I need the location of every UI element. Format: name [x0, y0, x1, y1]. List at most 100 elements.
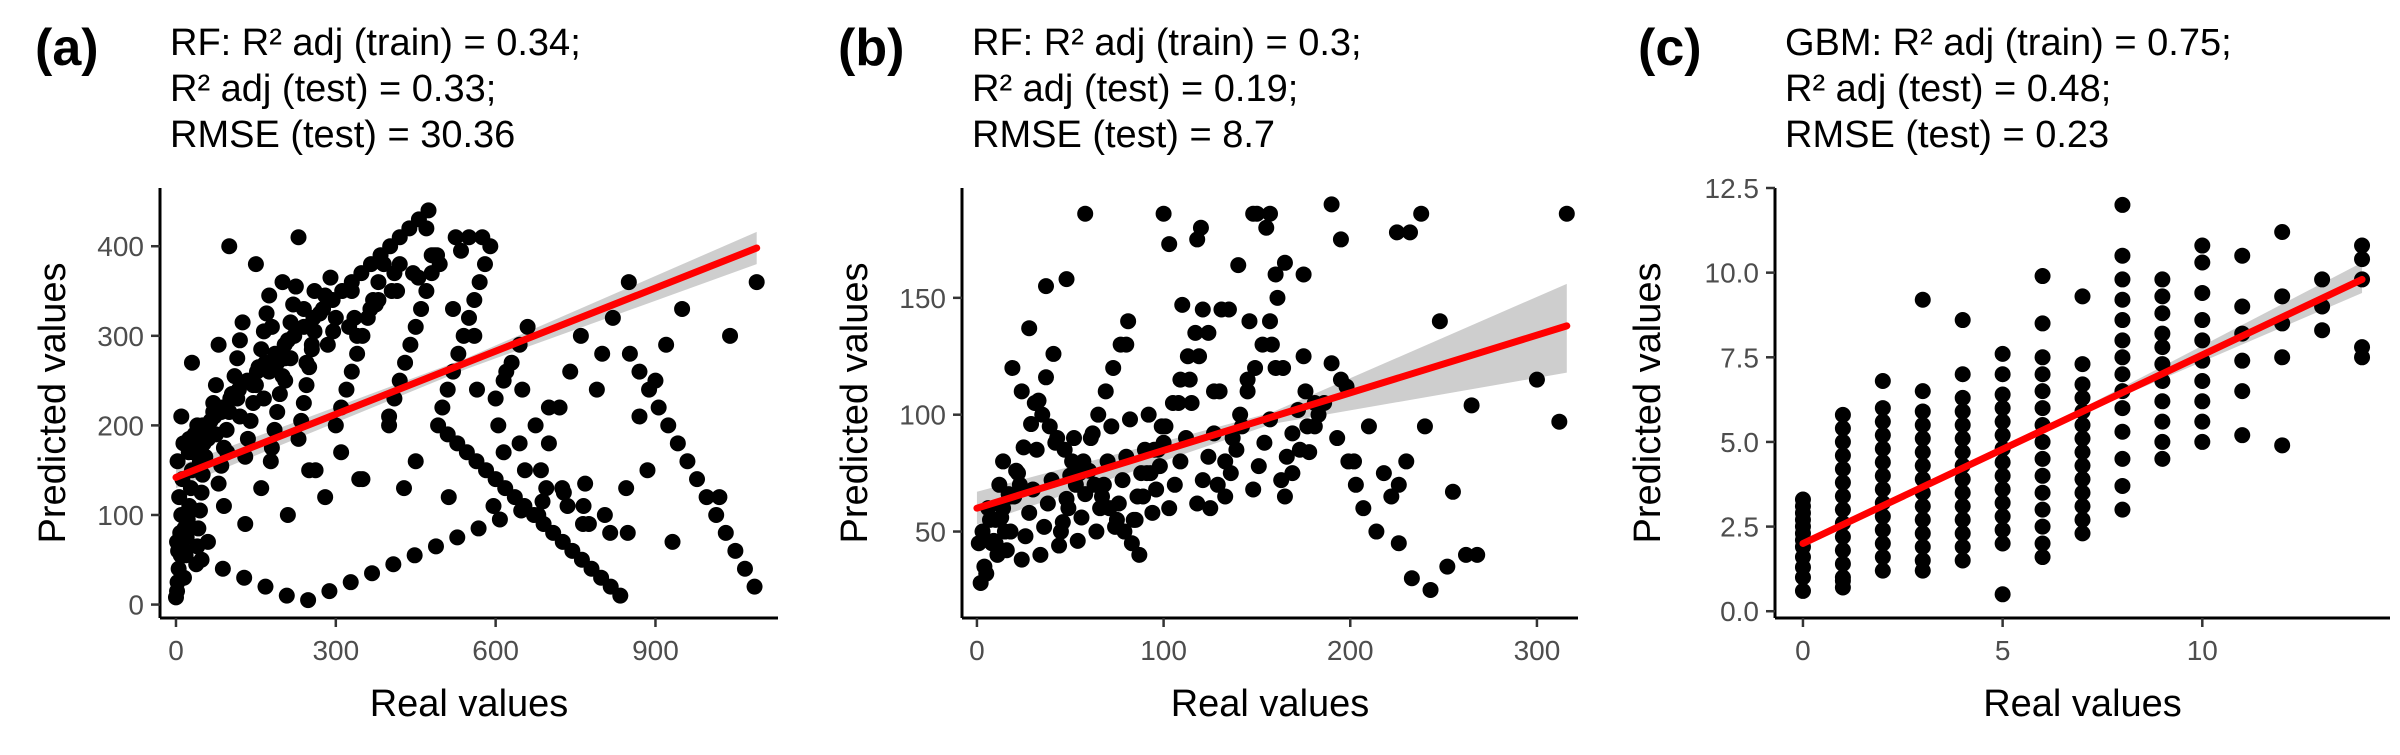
data-point — [2154, 288, 2171, 305]
data-point — [1194, 472, 1211, 489]
data-point — [577, 475, 594, 492]
data-point — [471, 274, 488, 291]
data-point — [1103, 418, 1120, 435]
data-point — [2194, 433, 2211, 450]
data-point — [555, 484, 572, 501]
data-point — [1217, 453, 1234, 470]
data-point — [290, 430, 307, 447]
data-point — [193, 484, 210, 501]
data-point — [322, 269, 339, 286]
x-axis-label: Real values — [1171, 683, 1370, 725]
data-point — [1834, 447, 1851, 464]
data-point — [282, 314, 299, 331]
data-point — [1174, 296, 1191, 313]
data-point — [2034, 484, 2051, 501]
data-point — [1284, 465, 1301, 482]
data-point — [513, 502, 530, 519]
data-point — [1049, 430, 1066, 447]
data-point — [307, 462, 324, 479]
data-point — [2034, 349, 2051, 366]
data-point — [1209, 476, 1226, 493]
data-point — [1551, 413, 1568, 430]
data-point — [2034, 366, 2051, 383]
y-axis-label: Predicted values — [1627, 263, 1669, 544]
data-point — [2074, 389, 2091, 406]
data-point — [1994, 467, 2011, 484]
data-point — [1094, 488, 1110, 505]
data-point — [333, 444, 350, 461]
data-point — [575, 515, 592, 532]
data-point — [2194, 332, 2211, 349]
data-point — [1179, 348, 1196, 365]
data-point — [2354, 251, 2371, 268]
data-point — [1994, 400, 2011, 417]
data-point — [1874, 427, 1891, 444]
data-point — [427, 538, 444, 555]
data-point — [1250, 458, 1267, 475]
chart-title-line: RF: R² adj (train) = 0.34; — [170, 22, 581, 64]
data-point — [1101, 500, 1118, 517]
data-point — [364, 565, 381, 582]
data-point — [1368, 523, 1385, 540]
data-point — [210, 336, 227, 353]
data-point — [1097, 383, 1114, 400]
data-point — [1064, 453, 1081, 470]
data-point — [1439, 558, 1456, 575]
data-point — [527, 417, 544, 434]
data-point — [631, 363, 648, 380]
data-point — [1874, 562, 1891, 579]
data-point — [1122, 411, 1138, 428]
data-point — [1834, 572, 1851, 589]
data-point — [207, 377, 224, 394]
data-point — [572, 327, 589, 344]
data-point — [1469, 546, 1486, 563]
data-point — [1038, 369, 1054, 386]
chart-title-line: R² adj (test) = 0.48; — [1785, 68, 2111, 110]
chart-panel-3: (c) GBM: R² adj (train) = 0.75;R² adj (te… — [1627, 19, 2390, 725]
data-point — [1144, 504, 1161, 521]
data-point — [468, 381, 485, 398]
data-point — [278, 587, 295, 604]
data-point — [708, 506, 725, 523]
data-point — [620, 274, 637, 291]
data-point — [450, 345, 467, 362]
data-point — [1245, 205, 1262, 222]
data-point — [193, 551, 210, 568]
data-point — [277, 372, 294, 389]
data-point — [1256, 434, 1273, 451]
data-point — [169, 453, 186, 470]
data-point — [1834, 542, 1851, 559]
data-point — [1200, 324, 1217, 341]
y-tick-label: 2.5 — [1720, 512, 1759, 543]
data-point — [1914, 417, 1931, 434]
data-point — [2114, 271, 2131, 288]
data-point — [1275, 359, 1292, 376]
data-point — [1954, 430, 1971, 447]
data-point — [1155, 205, 1172, 222]
data-point — [2114, 291, 2131, 308]
data-point — [1355, 500, 1372, 517]
data-point — [300, 592, 317, 609]
data-point — [1140, 406, 1157, 423]
data-point — [534, 493, 551, 510]
data-point — [1161, 500, 1178, 517]
data-point — [1375, 465, 1392, 482]
y-tick-label: 300 — [97, 321, 144, 352]
data-point — [1262, 313, 1278, 330]
data-point — [540, 399, 557, 416]
data-point — [1340, 453, 1357, 470]
data-point — [1082, 430, 1099, 447]
data-point — [717, 524, 734, 541]
data-point — [1422, 581, 1439, 598]
data-point — [1329, 430, 1346, 447]
chart-title-line: R² adj (test) = 0.33; — [170, 68, 496, 110]
data-point — [487, 390, 504, 407]
data-point — [1120, 313, 1137, 330]
data-point — [1114, 472, 1131, 489]
data-point — [982, 511, 998, 528]
data-point — [1039, 495, 1056, 512]
data-point — [1390, 535, 1407, 552]
data-point — [1230, 257, 1247, 274]
data-point — [2074, 484, 2091, 501]
